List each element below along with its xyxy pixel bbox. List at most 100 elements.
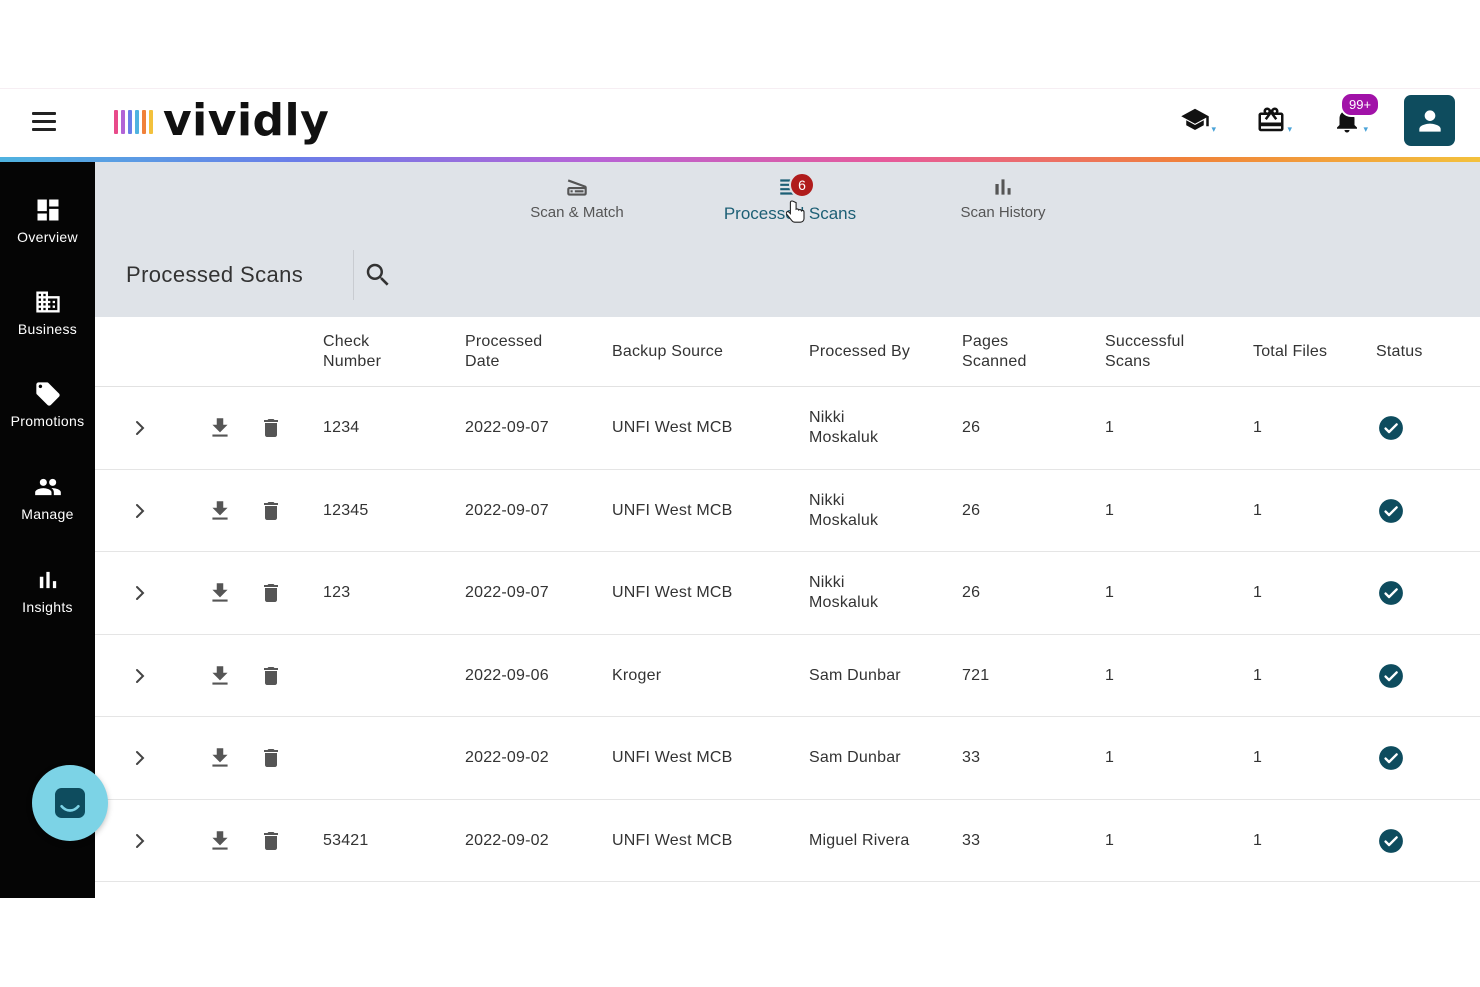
tag-icon	[35, 382, 60, 406]
download-button[interactable]	[207, 580, 233, 606]
total-files-cell: 1	[1253, 584, 1263, 601]
total-files-cell: 1	[1253, 419, 1263, 436]
table-row[interactable]: 1234 2022-09-07 UNFI West MCB Nikki Moska…	[95, 387, 1480, 470]
successful-scans-cell: 1	[1105, 831, 1115, 849]
column-header-successful-scans[interactable]: Successful Scans	[1105, 333, 1185, 370]
processed-by-cell: Nikki Moskaluk	[809, 409, 879, 446]
column-header-check-number[interactable]: Check Number	[323, 333, 382, 370]
notification-badge: 99+	[1340, 92, 1381, 117]
pages-scanned-cell: 26	[962, 419, 981, 436]
total-files-cell: 1	[1253, 749, 1263, 766]
table-row[interactable]: 2022-09-02 UNFI West MCB Sam Dunbar 33 1…	[95, 717, 1480, 800]
status-success-icon	[1378, 580, 1404, 606]
table-row[interactable]: 123 2022-09-07 UNFI West MCB Nikki Moskal…	[95, 552, 1480, 635]
sidebar-item-insights[interactable]: Insights	[0, 566, 95, 615]
status-success-icon	[1378, 745, 1404, 771]
chevron-right-icon	[136, 586, 145, 600]
column-header-status[interactable]: Status	[1376, 343, 1423, 360]
tab-label: Scan History	[960, 204, 1046, 221]
sidebar-item-label: Business	[17, 321, 78, 337]
column-header-processed-by[interactable]: Processed By	[809, 343, 911, 360]
expand-row-button[interactable]	[127, 745, 153, 771]
trash-icon	[264, 501, 278, 520]
chevron-right-icon	[136, 751, 145, 765]
successful-scans-cell: 1	[1105, 501, 1115, 519]
user-icon	[1418, 109, 1441, 132]
table-row[interactable]: 12345 2022-09-07 UNFI West MCB Nikki Mosk…	[95, 470, 1480, 552]
chevron-right-icon	[136, 503, 145, 518]
trash-icon	[264, 666, 278, 685]
expand-row-button[interactable]	[127, 663, 153, 689]
dashboard-icon	[37, 199, 58, 221]
delete-button[interactable]	[258, 745, 284, 771]
tab-scan-history[interactable]: Scan History	[955, 174, 1051, 221]
processed-date-cell: 2022-09-07	[465, 419, 549, 436]
sidebar-item-promotions[interactable]: Promotions	[0, 380, 95, 429]
successful-scans-cell: 1	[1105, 419, 1115, 436]
expand-row-button[interactable]	[127, 828, 153, 854]
backup-source-cell: Kroger	[612, 666, 662, 684]
download-button[interactable]	[207, 828, 233, 854]
search-icon	[366, 263, 389, 286]
column-header-processed-date[interactable]: Processed Date	[465, 333, 543, 370]
logo[interactable]: vividly	[114, 94, 330, 146]
download-button[interactable]	[207, 745, 233, 771]
chevron-right-icon	[136, 421, 145, 435]
status-success-icon	[1378, 663, 1404, 689]
expand-row-button[interactable]	[127, 580, 153, 606]
column-header-total-files[interactable]: Total Files	[1253, 343, 1328, 360]
delete-button[interactable]	[258, 828, 284, 854]
status-success-icon	[1378, 415, 1404, 441]
delete-button[interactable]	[258, 498, 284, 524]
logo-text: vividly	[163, 94, 330, 146]
download-button[interactable]	[207, 663, 233, 689]
delete-button[interactable]	[258, 415, 284, 441]
processed-by-cell: Sam Dunbar	[809, 749, 901, 766]
table-row[interactable]: 2022-09-06 Kroger Sam Dunbar 721 1 1	[95, 635, 1480, 717]
column-header-pages-scanned[interactable]: Pages Scanned	[962, 333, 1027, 370]
successful-scans-cell: 1	[1105, 584, 1115, 601]
sidebar-item-business[interactable]: Business	[0, 288, 95, 337]
chevron-down-icon: ▾	[1287, 124, 1292, 134]
table-row[interactable]: 53421 2022-09-02 UNFI West MCB Miguel Ri…	[95, 800, 1480, 882]
sidebar-item-manage[interactable]: Manage	[0, 473, 95, 522]
download-icon	[212, 665, 228, 685]
building-icon	[35, 291, 60, 313]
check-number-cell: 12345	[323, 501, 369, 519]
processed-scans-table: Check Number Processed Date Backup Source …	[95, 317, 1480, 882]
tab-label: Scan & Match	[530, 204, 624, 221]
header-gradient-divider	[0, 157, 1480, 162]
expand-row-button[interactable]	[127, 415, 153, 441]
chevron-right-icon	[136, 668, 145, 683]
people-icon	[34, 478, 61, 496]
graduation-cap-icon[interactable]: ▾	[1180, 105, 1216, 139]
search-button[interactable]	[363, 260, 393, 290]
page-title: Processed Scans	[126, 262, 304, 287]
sidebar-item-label: Insights	[22, 599, 73, 615]
user-avatar-button[interactable]	[1404, 95, 1455, 146]
download-icon	[212, 500, 228, 520]
check-number-cell: 53421	[323, 831, 369, 849]
column-header-backup-source[interactable]: Backup Source	[612, 343, 724, 360]
total-files-cell: 1	[1253, 666, 1263, 684]
processed-by-cell: Nikki Moskaluk	[809, 574, 879, 611]
delete-button[interactable]	[258, 580, 284, 606]
bar-chart-icon	[39, 571, 56, 589]
pages-scanned-cell: 26	[962, 584, 981, 601]
chat-support-button[interactable]	[32, 765, 108, 841]
chat-icon	[55, 788, 85, 818]
download-icon	[212, 583, 228, 602]
top-header: vividly ▾ ▾ ▾ 99+	[0, 88, 1480, 159]
sidebar-item-overview[interactable]: Overview	[0, 196, 95, 245]
gift-card-icon[interactable]: ▾	[1256, 105, 1292, 139]
processed-by-cell: Nikki Moskaluk	[809, 491, 879, 529]
menu-icon[interactable]	[32, 112, 56, 131]
tab-scan-match[interactable]: Scan & Match	[525, 174, 629, 221]
download-button[interactable]	[207, 498, 233, 524]
processed-date-cell: 2022-09-07	[465, 501, 549, 519]
delete-button[interactable]	[258, 663, 284, 689]
expand-row-button[interactable]	[127, 498, 153, 524]
download-button[interactable]	[207, 415, 233, 441]
trash-icon	[264, 749, 278, 767]
backup-source-cell: UNFI West MCB	[612, 419, 733, 436]
